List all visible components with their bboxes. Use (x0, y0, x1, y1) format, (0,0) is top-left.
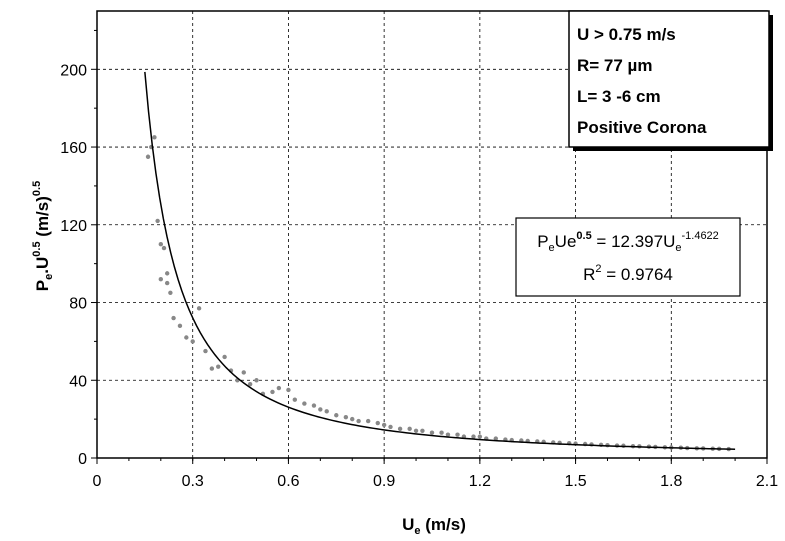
data-point (356, 418, 361, 424)
y-tick-label: 40 (69, 373, 87, 390)
data-point (247, 381, 253, 387)
r-squared: R2 = 0.9764 (583, 263, 673, 284)
data-point (222, 354, 227, 360)
data-point (276, 385, 282, 391)
data-point (397, 426, 403, 432)
x-axis-title: Ue (m/s) (402, 515, 466, 537)
data-point (203, 348, 208, 354)
data-point (388, 424, 393, 430)
data-point (311, 403, 317, 408)
data-point (365, 418, 371, 424)
x-tick-label: 0.9 (373, 473, 395, 490)
fit-equation: PeUe0.5 = 12.397Ue-1.4622 (537, 230, 719, 254)
data-point (158, 277, 164, 282)
x-tick-label: 0.3 (182, 473, 204, 490)
data-point (445, 432, 451, 437)
data-point (241, 370, 246, 375)
y-tick-label: 120 (60, 218, 87, 235)
data-point (343, 414, 349, 420)
data-point (407, 426, 412, 432)
data-point (471, 434, 476, 439)
data-point (196, 306, 202, 311)
data-point (455, 432, 460, 437)
data-point (477, 434, 483, 439)
data-point (375, 420, 380, 426)
y-tick-label: 0 (78, 451, 87, 468)
data-point (216, 364, 221, 369)
data-point (318, 407, 323, 412)
data-point (164, 280, 170, 286)
data-point (152, 135, 157, 140)
x-tick-label: 1.8 (660, 473, 682, 490)
data-point (209, 366, 215, 371)
equation-box: PeUe0.5 = 12.397Ue-1.4622 R2 = 0.9764 (515, 217, 741, 297)
data-point (292, 397, 298, 402)
x-tick-label: 1.2 (469, 473, 491, 490)
fit-curve (144, 71, 736, 451)
data-point (171, 315, 176, 321)
data-point (177, 323, 183, 329)
y-tick-label: 80 (69, 296, 87, 313)
data-point (270, 389, 275, 395)
y-axis-title: Pe.U0.5 (m/s)0.5 (31, 181, 55, 291)
data-point (324, 409, 329, 414)
plot-frame (96, 10, 768, 459)
data-point (184, 335, 189, 340)
y-tick-label: 200 (60, 62, 87, 79)
data-point (439, 430, 444, 435)
data-point (381, 422, 387, 428)
axis-ticks (91, 29, 768, 464)
data-point (158, 242, 164, 247)
x-tick-label: 2.1 (756, 473, 778, 490)
x-tick-label: 1.5 (564, 473, 586, 490)
data-point (155, 218, 160, 224)
data-point (420, 428, 425, 433)
x-tick-label: 0.6 (277, 473, 299, 490)
info-line-2: R= 77 µm (577, 56, 652, 75)
data-point (161, 245, 167, 251)
data-point (350, 416, 355, 422)
data-point (168, 290, 173, 296)
info-line-3: L= 3 -6 cm (577, 87, 661, 106)
data-point (286, 387, 291, 393)
data-point (413, 428, 419, 433)
data-point (164, 271, 170, 276)
data-point (493, 436, 499, 441)
data-point (302, 401, 307, 406)
data-point (334, 413, 339, 418)
data-point (190, 339, 195, 344)
y-tick-label: 160 (60, 140, 87, 157)
equation-box-frame (515, 217, 741, 297)
info-line-1: U > 0.75 m/s (577, 25, 676, 44)
data-point (254, 378, 259, 383)
axis-tick-labels: 0 0.3 0.6 0.9 1.2 1.5 1.8 2.1 0 40 80 120 160 200 (60, 62, 778, 490)
data-point (145, 154, 151, 159)
info-box-frame (568, 10, 770, 148)
info-box: U > 0.75 m/s R= 77 µm L= 3 -6 cm Positiv… (568, 10, 773, 151)
x-tick-label: 0 (93, 473, 102, 490)
data-points (145, 135, 731, 452)
info-line-4: Positive Corona (577, 118, 707, 137)
data-point (429, 430, 435, 435)
